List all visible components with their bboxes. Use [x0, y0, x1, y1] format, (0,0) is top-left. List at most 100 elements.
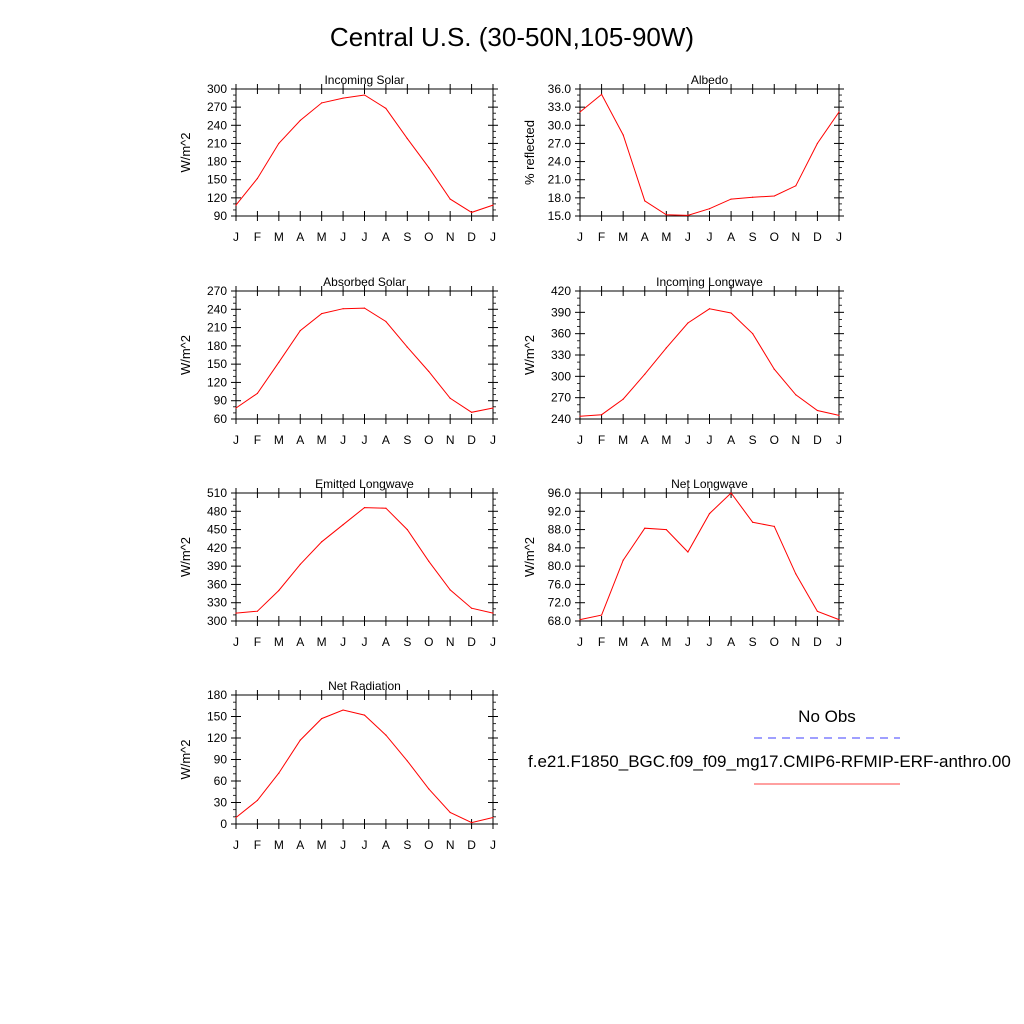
incoming-longwave-data-point [752, 333, 754, 335]
net-radiation-ylabel: W/m^2 [178, 739, 193, 779]
net-radiation-ytick-label: 150 [207, 710, 227, 724]
absorbed-solar-xtick-label: S [403, 433, 411, 447]
albedo-data-point [708, 208, 711, 210]
absorbed-solar-xtick-label: J [490, 433, 496, 447]
panel-incoming-longwave: Incoming Longwave W/m^2 240 270 300 330 360 390… [522, 275, 844, 447]
incoming-solar-xtick-label: J [490, 230, 496, 244]
incoming-solar-data-point [256, 177, 259, 180]
albedo-ytick-label: 33.0 [548, 100, 572, 114]
net-longwave-data-point [644, 527, 646, 529]
absorbed-solar-xtick-label: M [274, 433, 284, 447]
incoming-longwave-data-point [687, 322, 689, 324]
net-radiation-xtick-label: O [424, 838, 433, 852]
albedo-xtick-label: N [791, 230, 800, 244]
emitted-longwave-data-point [321, 541, 323, 543]
absorbed-solar-ytick-label: 210 [207, 321, 227, 335]
absorbed-solar-xtick-label: A [296, 433, 304, 447]
emitted-longwave-data-point [428, 560, 430, 562]
absorbed-solar-ylabel: W/m^2 [178, 335, 193, 375]
absorbed-solar-ytick-label: 270 [207, 284, 227, 298]
net-radiation-xtick-label: J [362, 838, 368, 852]
incoming-longwave-xtick-label: D [813, 433, 822, 447]
albedo-data-point [730, 198, 732, 200]
emitted-longwave-data-point [470, 607, 473, 609]
emitted-longwave-series-line [235, 507, 494, 614]
emitted-longwave-xtick-label: A [296, 635, 304, 649]
albedo-ytick-label: 24.0 [548, 155, 572, 169]
absorbed-solar-ytick-label: 90 [214, 394, 228, 408]
incoming-longwave-ytick-label: 420 [551, 284, 571, 298]
albedo-data-point [579, 111, 581, 113]
net-radiation-ytick-label: 60 [214, 774, 228, 788]
absorbed-solar-data-point [470, 411, 473, 413]
emitted-longwave-data-point [363, 507, 366, 509]
absorbed-solar-xtick-label: N [446, 433, 455, 447]
albedo-data-point [622, 134, 624, 136]
panel-emitted-longwave: Emitted Longwave W/m^2 300 330 360 390 420 450 4… [178, 477, 498, 649]
net-longwave-series-line [579, 492, 840, 621]
net-radiation-data-point [406, 760, 408, 762]
incoming-solar-title: Incoming Solar [324, 73, 404, 87]
net-longwave-xtick-label: J [707, 635, 713, 649]
incoming-solar-ytick-label: 300 [207, 82, 227, 96]
incoming-longwave-ytick-label: 240 [551, 412, 571, 426]
emitted-longwave-xtick-label: A [382, 635, 390, 649]
net-radiation-xtick-label: J [233, 838, 239, 852]
emitted-longwave-ytick-label: 390 [207, 559, 227, 573]
absorbed-solar-data-point [428, 370, 430, 373]
incoming-longwave-data-point [579, 415, 581, 417]
emitted-longwave-ytick-label: 450 [207, 523, 227, 537]
albedo-data-point [816, 142, 819, 145]
net-longwave-ytick-label: 92.0 [548, 504, 572, 518]
albedo-xtick-label: J [577, 230, 583, 244]
albedo-data-point [665, 214, 667, 216]
net-radiation-plot-frame [235, 694, 494, 825]
albedo-data-point [752, 196, 754, 198]
incoming-solar-data-point [385, 107, 387, 109]
incoming-longwave-xtick-label: O [770, 433, 779, 447]
emitted-longwave-title: Emitted Longwave [315, 477, 414, 491]
albedo-xtick-label: M [661, 230, 671, 244]
emitted-longwave-xtick-label: M [317, 635, 327, 649]
net-radiation-xtick-label: J [340, 838, 346, 852]
albedo-xtick-label: D [813, 230, 822, 244]
emitted-longwave-xtick-label: J [340, 635, 346, 649]
panel-absorbed-solar: Absorbed Solar W/m^2 60 90 120 150 180 210 240 27… [178, 275, 498, 447]
emitted-longwave-ytick-label: 420 [207, 541, 227, 555]
net-longwave-data-point [622, 559, 624, 561]
incoming-longwave-xtick-label: M [618, 433, 628, 447]
net-longwave-ylabel: W/m^2 [522, 537, 537, 577]
net-longwave-xtick-label: S [749, 635, 757, 649]
emitted-longwave-xtick-label: M [274, 635, 284, 649]
net-radiation-xtick-label: S [403, 838, 411, 852]
incoming-longwave-xtick-label: J [685, 433, 691, 447]
emitted-longwave-ytick-label: 300 [207, 614, 227, 628]
net-radiation-ytick-label: 30 [214, 796, 228, 810]
emitted-longwave-ytick-label: 480 [207, 504, 227, 518]
incoming-longwave-xtick-label: N [791, 433, 800, 447]
emitted-longwave-ytick-label: 510 [207, 486, 227, 500]
figure-title: Central U.S. (30-50N,105-90W) [330, 22, 694, 52]
legend-obs-label: No Obs [798, 707, 856, 726]
absorbed-solar-ytick-label: 150 [207, 357, 227, 371]
incoming-longwave-data-point [644, 373, 646, 375]
absorbed-solar-data-point [385, 320, 387, 323]
incoming-longwave-ytick-label: 270 [551, 391, 571, 405]
incoming-longwave-ytick-label: 300 [551, 369, 571, 383]
incoming-solar-data-point [428, 167, 430, 169]
albedo-data-point [795, 185, 797, 187]
net-radiation-ytick-label: 0 [220, 817, 227, 831]
incoming-solar-data-point [492, 204, 494, 206]
incoming-longwave-data-point [665, 347, 667, 349]
absorbed-solar-ytick-label: 180 [207, 339, 227, 353]
absorbed-solar-xtick-label: J [233, 433, 239, 447]
incoming-longwave-xtick-label: A [641, 433, 649, 447]
incoming-longwave-xtick-label: A [727, 433, 735, 447]
net-radiation-ytick-label: 90 [214, 753, 228, 767]
net-radiation-data-point [363, 714, 366, 716]
albedo-xtick-label: A [641, 230, 649, 244]
net-radiation-xtick-label: D [467, 838, 476, 852]
net-radiation-xtick-label: M [317, 838, 327, 852]
